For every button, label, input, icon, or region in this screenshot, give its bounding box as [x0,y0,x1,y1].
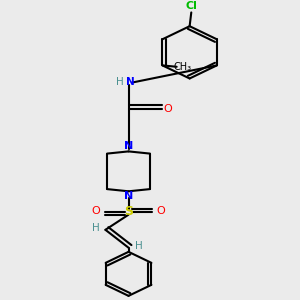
Text: H: H [135,241,142,250]
Text: S: S [124,206,133,218]
Text: H: H [116,77,124,87]
Text: CH₃: CH₃ [173,62,191,72]
Text: H: H [92,223,99,232]
Text: N: N [124,191,133,201]
Text: O: O [157,206,165,216]
Text: Cl: Cl [185,1,197,10]
Text: N: N [124,141,133,152]
Text: N: N [126,77,135,87]
Text: O: O [92,206,100,216]
Text: O: O [163,104,172,114]
